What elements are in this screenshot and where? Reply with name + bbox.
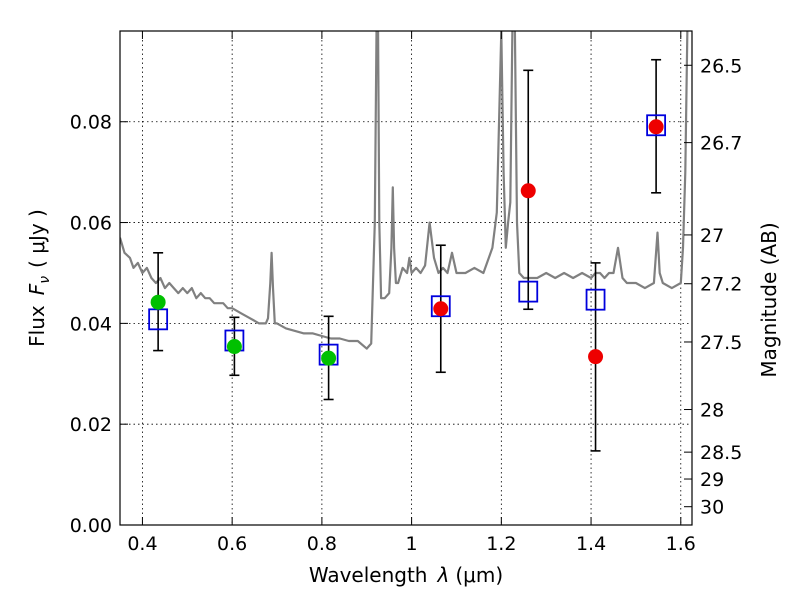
y-axis-title: FluxFν( μJy ): [25, 209, 53, 347]
y2-axis-title: Magnitude (AB): [757, 222, 781, 377]
x-tick-label: 1: [406, 533, 418, 555]
spectrum-line: [120, 31, 689, 350]
points-layer: [148, 58, 667, 452]
model-square: [585, 288, 606, 311]
y2-tick-label: 30: [700, 497, 724, 519]
y-tick-label: 0.00: [70, 515, 112, 537]
x-tick-label: 1.4: [576, 533, 606, 555]
y2-tick-label: 28.5: [700, 442, 742, 464]
x-tick-label: 0.4: [127, 533, 157, 555]
y2-tick-label: 27.5: [700, 332, 742, 354]
data-point: [321, 350, 337, 366]
x-tick-label: 1.6: [666, 533, 696, 555]
model-square: [646, 114, 667, 137]
x-axis-title: Wavelength λ (μm): [309, 563, 503, 587]
x-tick-label: 1.2: [486, 533, 516, 555]
y2-tick-label: 26.7: [700, 133, 742, 155]
y-tick-label: 0.06: [70, 213, 112, 235]
y-tick-label: 0.04: [70, 313, 112, 335]
y-tick-label: 0.08: [70, 112, 112, 134]
ticks: [120, 31, 692, 526]
y2-tick-label: 28: [700, 400, 724, 422]
tick-labels: 0.4 0.6 0.8 1 1.2 1.4 1.6 0.00 0.02 0.04 0.06 0.08 2…: [70, 55, 743, 555]
data-point: [150, 294, 166, 310]
spectrum-layer: [120, 31, 689, 350]
data-point: [648, 119, 664, 135]
y2-tick-label: 27: [700, 225, 724, 247]
data-point: [226, 339, 242, 355]
data-point: [433, 301, 449, 317]
grid: [120, 31, 692, 526]
y-tick-label: 0.02: [70, 414, 112, 436]
y2-tick-label: 27.2: [700, 274, 742, 296]
plot-frame: [119, 30, 693, 526]
x-tick-label: 0.6: [217, 533, 247, 555]
data-point: [520, 183, 536, 199]
data-point: [588, 349, 604, 365]
y2-tick-label: 29: [700, 469, 724, 491]
x-tick-label: 0.8: [307, 533, 337, 555]
y2-tick-label: 26.5: [700, 55, 742, 77]
model-square: [518, 280, 539, 303]
